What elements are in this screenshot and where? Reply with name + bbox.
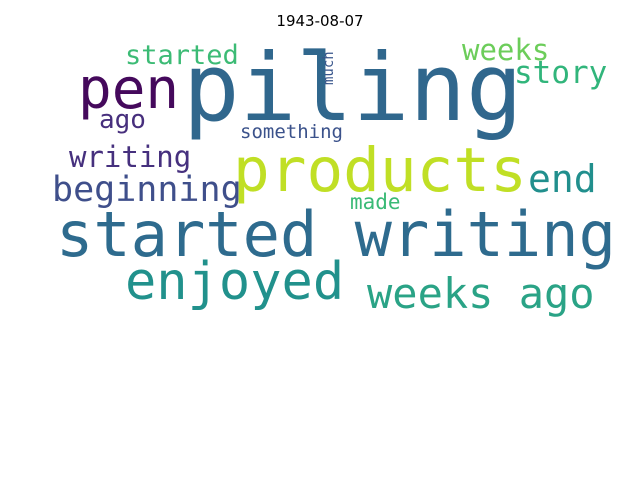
word-end: end xyxy=(528,157,597,201)
word-story: story xyxy=(514,55,608,91)
word-much: much xyxy=(321,51,337,85)
word-pen: pen xyxy=(78,57,180,122)
word-started-writing: started writing xyxy=(56,198,616,271)
word-made: made xyxy=(350,190,401,214)
word-writing: writing xyxy=(69,140,192,174)
word-weeks-ago: weeks ago xyxy=(367,269,595,318)
word-enjoyed: enjoyed xyxy=(125,252,345,312)
word-weeks: weeks xyxy=(462,33,550,67)
word-something: something xyxy=(240,121,343,143)
word-piling: piling xyxy=(183,34,523,143)
word-products: products xyxy=(233,135,527,206)
word-ago: ago xyxy=(99,105,146,135)
word-beginning: beginning xyxy=(52,170,242,210)
figure-title: 1943-08-07 xyxy=(276,12,364,30)
word-started: started xyxy=(125,40,239,71)
